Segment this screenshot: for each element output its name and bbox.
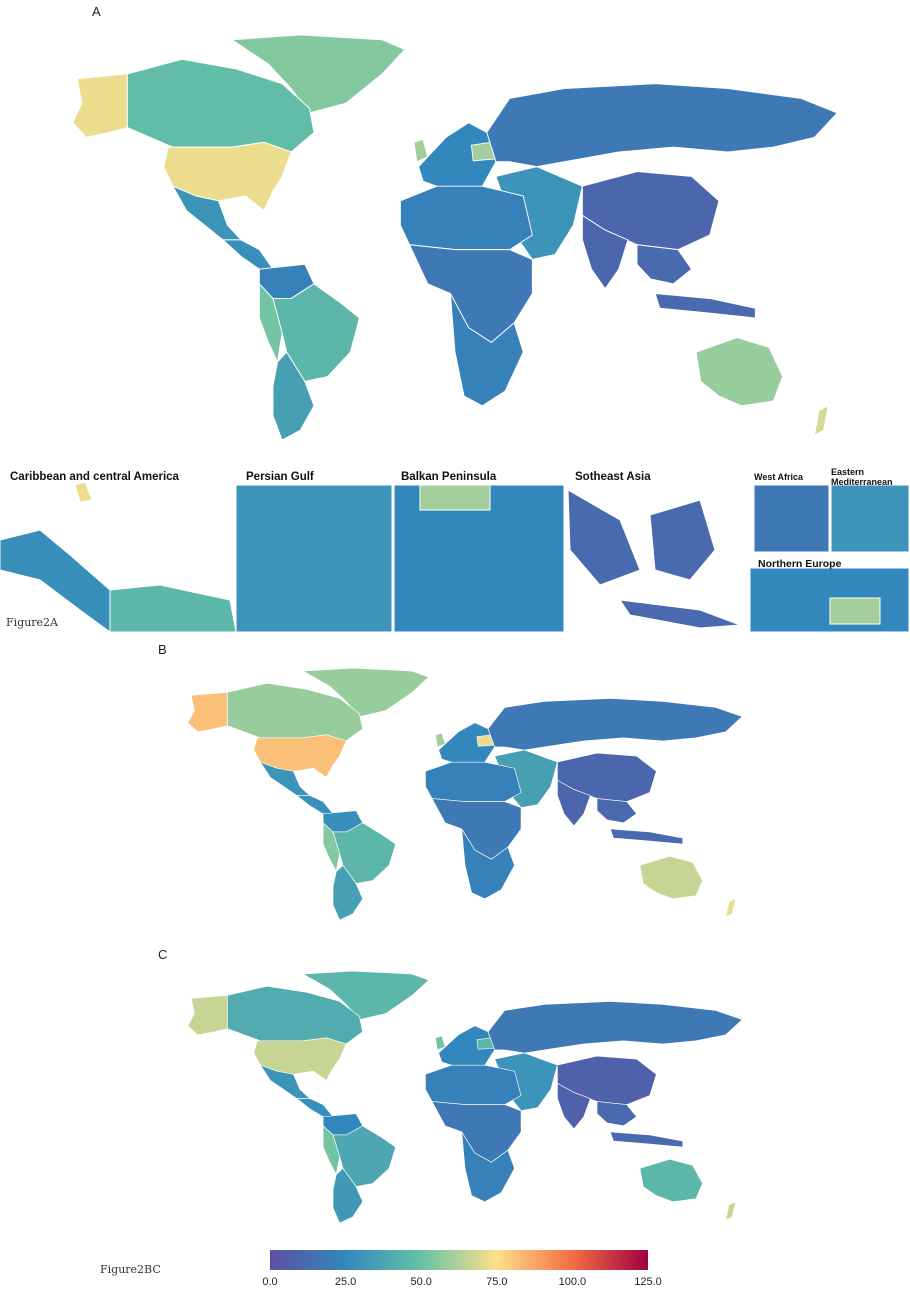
panel-a-letter: A: [92, 4, 101, 19]
region-russia: [486, 83, 839, 168]
region-southern-cone: [272, 351, 315, 440]
region-greenland: [302, 970, 430, 1020]
region-alaska: [187, 691, 228, 733]
region-europe-west: [438, 1025, 496, 1069]
legend-tick: 100.0: [558, 1276, 587, 1288]
figure-2a-caption: Figure2A: [6, 616, 58, 629]
region-north-africa: [425, 761, 522, 802]
inset-title-west-africa: West Africa: [754, 472, 804, 482]
region-canada: [227, 682, 364, 742]
region-north-africa: [425, 1064, 522, 1105]
inset-se-asia-west: [567, 489, 641, 586]
region-central-america: [295, 795, 334, 815]
region-canada: [227, 985, 364, 1045]
region-central-america: [221, 239, 274, 270]
inset-balkan-north: [419, 484, 491, 511]
region-india: [557, 1082, 591, 1130]
region-north-africa: [399, 185, 533, 251]
inset-title-persian-gulf: Persian Gulf: [246, 471, 314, 483]
inset-title-northern-europe: Northern Europe: [758, 558, 842, 570]
inset-maps: [0, 481, 910, 633]
region-southern-africa: [449, 293, 524, 407]
region-se-asia: [596, 798, 684, 845]
region-australia: [695, 336, 784, 407]
inset-west-africa: [753, 484, 830, 553]
region-new-zealand: [725, 1201, 737, 1221]
inset-caribbean-florida: [74, 481, 93, 503]
region-se-asia: [596, 1101, 684, 1148]
region-europe-west: [438, 722, 496, 766]
region-india: [581, 214, 629, 290]
region-alaska: [187, 994, 228, 1036]
inset-se-asia-borneo: [649, 499, 716, 581]
region-new-zealand: [813, 404, 829, 437]
inset-east-med: [830, 484, 910, 553]
region-southern-africa: [461, 828, 515, 900]
inset-northern-europe-poland: [829, 597, 881, 625]
world-map-b: [187, 667, 743, 920]
region-greenland: [230, 34, 406, 114]
region-se-asia: [636, 244, 756, 319]
region-southern-cone: [332, 1167, 364, 1223]
region-india: [557, 779, 591, 827]
legend-tick: 50.0: [410, 1276, 432, 1288]
legend-tick: 0.0: [262, 1276, 278, 1288]
world-map-c: [187, 970, 743, 1223]
figure-2bc-caption: Figure2BC: [100, 1263, 161, 1276]
inset-title-east-med: Eastern Mediterranean: [831, 467, 893, 487]
region-brazil: [272, 283, 360, 382]
region-europe-west: [418, 122, 497, 192]
inset-title-se-asia: Sotheast Asia: [575, 471, 651, 483]
inset-caribbean-south: [109, 584, 237, 633]
region-australia: [639, 855, 703, 900]
inset-title-caribbean: Caribbean and central America: [10, 471, 179, 483]
region-central-america: [295, 1098, 334, 1118]
panel-b-letter: B: [158, 642, 167, 657]
region-southern-cone: [332, 864, 364, 920]
color-scale-bar: [270, 1250, 648, 1270]
inset-se-asia-java: [618, 599, 741, 629]
inset-persian-gulf: [235, 484, 393, 633]
region-greenland: [302, 667, 430, 717]
region-canada: [126, 58, 315, 153]
region-australia: [639, 1158, 703, 1203]
legend-tick: 125.0: [634, 1276, 662, 1288]
region-alaska: [72, 73, 128, 138]
panel-c-letter: C: [158, 947, 168, 962]
region-new-zealand: [725, 898, 737, 918]
region-brazil: [332, 822, 397, 884]
legend-tick: 25.0: [334, 1276, 357, 1288]
inset-title-balkan: Balkan Peninsula: [401, 471, 497, 483]
region-brazil: [332, 1125, 397, 1187]
world-map-a: [72, 34, 839, 440]
region-russia: [487, 1001, 743, 1054]
region-russia: [487, 698, 743, 751]
legend-tick: 75.0: [486, 1276, 508, 1288]
region-southern-africa: [461, 1131, 515, 1203]
